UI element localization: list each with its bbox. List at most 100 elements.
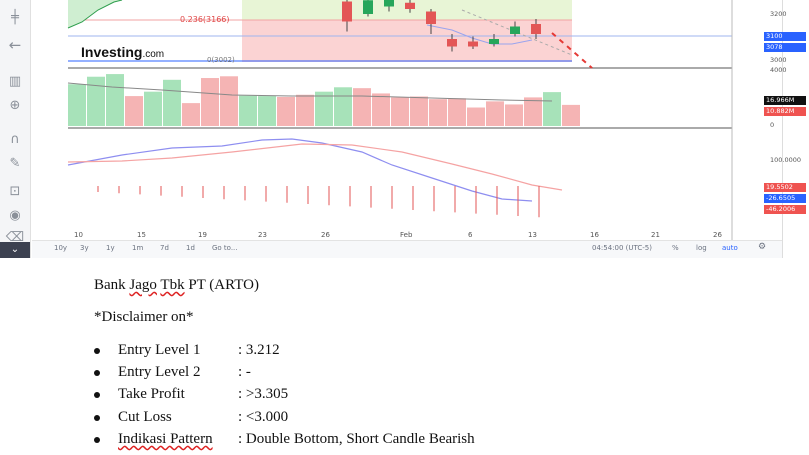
candle-body <box>363 0 373 14</box>
x-label: Feb <box>400 231 413 239</box>
chart-area: 0.236(3166) 0(3002) Investing.com 3200 3… <box>32 0 806 258</box>
x-label: 26 <box>321 231 330 239</box>
osc-tag: 19.5502 <box>764 183 806 192</box>
volume-bar <box>467 107 485 126</box>
item-value: : >3.305 <box>238 386 289 402</box>
volume-bar <box>277 96 295 126</box>
range-7d[interactable]: 7d <box>160 244 169 252</box>
auto-toggle[interactable]: auto <box>722 244 738 252</box>
volume-bar <box>410 96 428 126</box>
range-1m[interactable]: 1m <box>132 244 144 252</box>
item-label: Entry Level 1 <box>118 342 201 358</box>
candle-body <box>342 1 352 22</box>
oscillator-histogram <box>97 186 540 218</box>
candles-group <box>342 0 541 52</box>
candle-body <box>468 41 478 47</box>
chevron-down-icon[interactable]: ⌄ <box>0 242 30 258</box>
title-rest: PT (ARTO) <box>184 277 259 293</box>
fib-label: 0.236(3166) <box>180 15 230 24</box>
volume-bar <box>448 98 466 126</box>
candle-body <box>384 0 394 7</box>
range-3y[interactable]: 3y <box>80 244 89 252</box>
zoom-icon[interactable]: ⊕ <box>9 97 21 113</box>
volume-bar <box>201 78 219 126</box>
left-line <box>67 0 123 29</box>
range-bar: 10y 3y 1y 1m 7d 1d Go to... 04:54:00 (UT… <box>32 240 782 259</box>
x-label: 10 <box>74 231 83 239</box>
y-label: 3000 <box>770 56 787 64</box>
range-1y[interactable]: 1y <box>106 244 115 252</box>
item-label: Cut Loss <box>118 409 172 425</box>
fib-zone-red <box>242 20 572 62</box>
document-area: Bank Jago Tbk PT (ARTO) *Disclaimer on* … <box>0 258 809 455</box>
chart-toolbar: ╪ ← ▥ ⊕ ∩ ✎ ⊡ ◉ ⌫ ⌄ <box>0 0 31 258</box>
candle-body <box>489 39 499 44</box>
volume-bar <box>87 76 105 126</box>
title-word-tbk: Tbk <box>160 277 185 293</box>
item-value: : Double Bottom, Short Candle Bearish <box>238 431 475 447</box>
x-label: 16 <box>590 231 599 239</box>
investing-logo: Investing.com <box>79 44 167 60</box>
volume-bar <box>125 96 143 126</box>
eye-icon[interactable]: ◉ <box>9 207 21 223</box>
gear-icon[interactable]: ⚙ <box>758 242 767 252</box>
x-label: 19 <box>198 231 207 239</box>
volume-tag: 10.882M <box>764 107 806 116</box>
crosshair-icon[interactable]: ╪ <box>11 9 19 25</box>
volume-bar <box>543 92 561 126</box>
price-tag: 3078 <box>764 43 806 52</box>
volume-bar <box>334 87 352 126</box>
fib-zone-green <box>242 0 572 20</box>
volume-bar <box>163 79 181 126</box>
title-text: Bank <box>94 277 130 293</box>
item-value: : - <box>238 364 251 380</box>
x-label: 15 <box>137 231 146 239</box>
brush-icon[interactable]: ✎ <box>9 155 21 171</box>
item-label: Take Profit <box>118 386 185 402</box>
bullet-icon <box>94 370 100 376</box>
y-label: 4000 <box>770 66 787 74</box>
volume-bar <box>429 99 447 126</box>
x-label: 6 <box>468 231 473 239</box>
y-label: 3200 <box>770 10 787 18</box>
y-label: 0 <box>770 121 775 129</box>
range-1d[interactable]: 1d <box>186 244 195 252</box>
fib-label-zero: 0(3002) <box>207 56 235 64</box>
arrow-left-icon[interactable]: ← <box>8 36 22 54</box>
item-label: Entry Level 2 <box>118 364 201 380</box>
item-label: Indikasi Pattern <box>118 431 213 447</box>
volume-bar <box>505 104 523 126</box>
osc-tag: -46.2006 <box>764 205 806 214</box>
logo-text: Investing <box>81 44 143 60</box>
goto-button[interactable]: Go to... <box>212 244 238 252</box>
volume-bar <box>315 91 333 126</box>
candle-body <box>510 26 520 34</box>
volume-bar <box>486 101 504 126</box>
volume-bar <box>372 93 390 126</box>
doc-title: Bank Jago Tbk PT (ARTO) <box>94 277 259 294</box>
candle-body <box>447 39 457 47</box>
range-10y[interactable]: 10y <box>54 244 68 252</box>
log-toggle[interactable]: log <box>696 244 707 252</box>
candle-body <box>531 24 541 34</box>
candle-body <box>426 11 436 24</box>
x-label: 13 <box>528 231 537 239</box>
lock-icon[interactable]: ⊡ <box>9 183 21 199</box>
price-ma-line <box>426 24 533 45</box>
indicators-icon[interactable]: ▥ <box>8 73 22 89</box>
trash-icon[interactable]: ⌫ <box>5 229 25 245</box>
trend-dashed-line <box>461 9 573 56</box>
oscillator-line-red <box>67 143 563 191</box>
volume-bar <box>68 84 86 126</box>
title-word-jago: Jago <box>129 277 157 293</box>
volume-bar <box>182 103 200 126</box>
chart-svg <box>67 0 733 240</box>
percent-toggle[interactable]: % <box>672 244 679 252</box>
x-label: 23 <box>258 231 267 239</box>
oscillator-line-blue <box>67 138 533 202</box>
item-value: : <3.000 <box>238 409 289 425</box>
magnet-icon[interactable]: ∩ <box>10 131 20 147</box>
y-label: 100.0000 <box>770 156 802 164</box>
volume-bar <box>258 96 276 126</box>
